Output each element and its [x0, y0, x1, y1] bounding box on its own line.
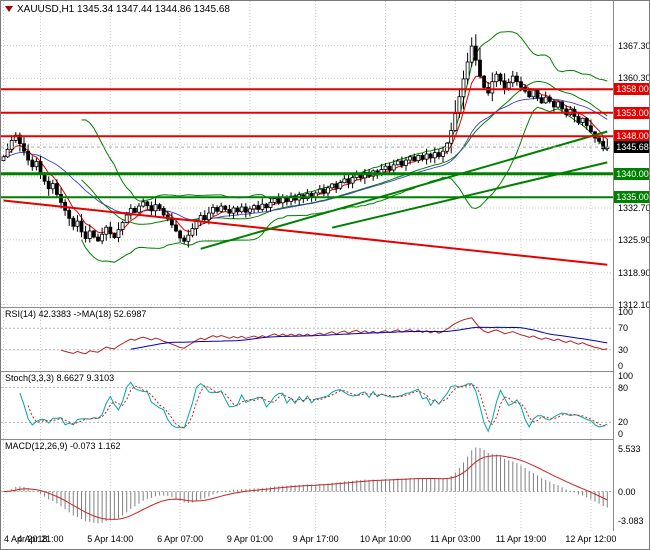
- price-tick-label: 1360.30: [618, 73, 650, 84]
- macd-chart[interactable]: [1, 440, 613, 531]
- macd-tick-label: -3.083: [618, 516, 644, 527]
- stochastic-panel[interactable]: [1, 372, 613, 439]
- symbol-icon: [5, 6, 13, 13]
- stoch-tick-label: 100: [618, 371, 634, 381]
- main-chart-panel[interactable]: [1, 1, 613, 307]
- stoch-tick-label: 0: [618, 429, 624, 439]
- macd-tick-label: 5.533: [618, 443, 641, 454]
- price-tick-label: 1325.90: [618, 234, 650, 245]
- time-tick-label: 10 Apr 10:00: [359, 534, 412, 544]
- panel-separator: [1, 439, 649, 440]
- time-tick-label: 4 Apr 21:00: [17, 534, 64, 544]
- rsi-panel[interactable]: [1, 308, 613, 371]
- rsi-chart[interactable]: [1, 308, 613, 371]
- time-tick-label: 11 Apr 03:00: [430, 534, 481, 544]
- level-price-badge: 1335.00: [614, 191, 649, 204]
- ohlc-legend-text: XAUUSD,H1 1345.34 1347.44 1344.86 1345.6…: [17, 4, 230, 15]
- stochastic-chart[interactable]: [1, 372, 613, 439]
- rsi-tick-label: 0: [618, 361, 624, 371]
- level-price-badge: 1358.00: [614, 83, 649, 96]
- macd-tick-label: 0.00: [618, 486, 636, 497]
- rsi-legend: RSI(14) 42.3383 ->MA(18) 52.6987: [5, 309, 147, 319]
- price-tick-label: 1367.30: [618, 40, 650, 51]
- stoch-tick-label: 80: [618, 382, 629, 393]
- stoch-tick-label: 20: [618, 417, 629, 428]
- time-tick-label: 9 Apr 17:00: [292, 534, 339, 544]
- panel-separator: [1, 307, 649, 308]
- time-axis[interactable]: 4 Apr 2018 4 Apr 21:00 5 Apr 14:00 6 Apr 07…: [1, 531, 649, 549]
- level-price-badge: 1348.00: [614, 130, 649, 143]
- stochastic-legend: Stoch(3,3,3) 8.6627 9.3103: [5, 373, 115, 383]
- time-tick-label: 5 Apr 14:00: [87, 534, 134, 544]
- time-tick-label: 4 Apr 2018: [4, 534, 48, 544]
- candlestick-chart[interactable]: [1, 1, 613, 307]
- macd-legend: MACD(12,26,9) -0.073 1.162: [5, 441, 121, 451]
- level-price-badge: 1340.00: [614, 167, 649, 180]
- macd-panel[interactable]: [1, 440, 613, 531]
- level-price-badge: 1353.00: [614, 106, 649, 119]
- ohlc-legend: XAUUSD,H1 1345.34 1347.44 1344.86 1345.6…: [5, 4, 230, 15]
- price-tick-label: 1312.10: [618, 299, 650, 310]
- rsi-tick-label: 30: [618, 344, 629, 355]
- time-tick-label: 11 Apr 19:00: [495, 534, 547, 544]
- price-tick-label: 1332.70: [618, 202, 650, 213]
- price-axis[interactable]: 1367.30 1360.30 1332.70 1325.90 1318.90 1312.…: [613, 1, 650, 531]
- rsi-tick-label: 70: [618, 323, 629, 334]
- time-tick-label: 9 Apr 01:00: [226, 534, 273, 544]
- current-price-badge: 1345.68: [614, 141, 649, 154]
- time-tick-label: 12 Apr 12:00: [565, 534, 617, 544]
- price-tick-label: 1318.90: [618, 267, 650, 278]
- panel-separator: [1, 371, 649, 372]
- time-tick-label: 6 Apr 07:00: [157, 534, 204, 544]
- rsi-tick-label: 100: [618, 307, 634, 317]
